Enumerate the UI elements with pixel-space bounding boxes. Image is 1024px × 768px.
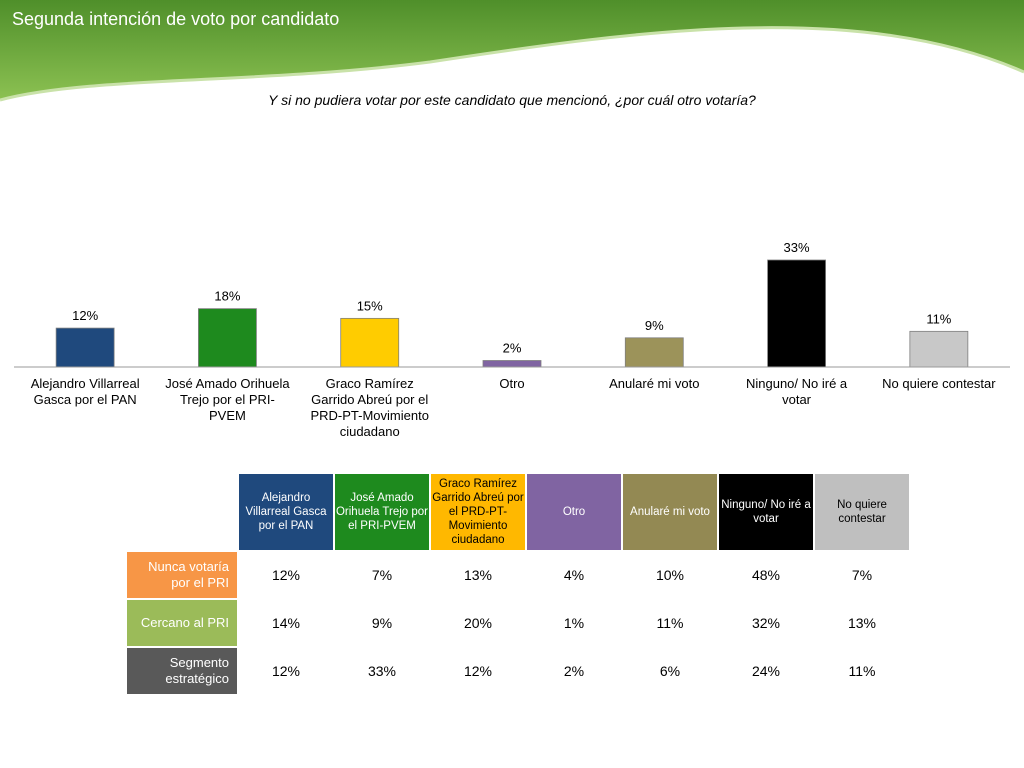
data-label: 15% bbox=[357, 298, 383, 313]
column-header: Anularé mi voto bbox=[623, 474, 717, 550]
table-cell: 2% bbox=[563, 663, 585, 679]
table-cell: 20% bbox=[463, 615, 493, 631]
data-label: 9% bbox=[645, 318, 664, 333]
segment-table: Alejandro Villarreal Gasca por el PAN Jos… bbox=[125, 472, 911, 696]
column-header: Otro bbox=[527, 474, 621, 550]
category-label: Gasca por el PAN bbox=[34, 392, 137, 407]
data-label: 18% bbox=[214, 289, 240, 304]
bar bbox=[340, 317, 400, 368]
table-header-row: Alejandro Villarreal Gasca por el PAN Jos… bbox=[127, 474, 909, 550]
table-corner bbox=[127, 474, 237, 550]
table-cell: 12% bbox=[463, 663, 493, 679]
row-label: Cercano al PRI bbox=[127, 600, 237, 646]
category-label: Ninguno/ No iré a bbox=[746, 376, 848, 391]
data-label: 33% bbox=[784, 240, 810, 255]
table-cell: 4% bbox=[563, 567, 585, 583]
table-cell: 11% bbox=[656, 615, 684, 631]
table-cell: 13% bbox=[847, 615, 877, 631]
bar bbox=[624, 337, 684, 368]
column-header: Ninguno/ No iré a votar bbox=[719, 474, 813, 550]
category-label: PVEM bbox=[209, 408, 246, 423]
category-label: Otro bbox=[499, 376, 524, 391]
table-cell: 12% bbox=[271, 567, 301, 583]
table-cell: 11% bbox=[848, 663, 876, 679]
data-label: 11% bbox=[926, 311, 951, 326]
column-header: Alejandro Villarreal Gasca por el PAN bbox=[239, 474, 333, 550]
table-cell: 24% bbox=[751, 663, 781, 679]
column-header: Graco Ramírez Garrido Abreú por el PRD-P… bbox=[431, 474, 525, 550]
bar bbox=[482, 360, 542, 368]
table-row: Segmento estratégico 12% 33% 12% 2% 6% 24% 11% bbox=[127, 648, 909, 694]
table-cell: 7% bbox=[371, 567, 393, 583]
category-label: Alejandro Villarreal bbox=[31, 376, 140, 391]
table-cell: 12% bbox=[271, 663, 301, 679]
slide-title: Segunda intención de voto por candidato bbox=[12, 9, 340, 29]
column-header: José Amado Orihuela Trejo por el PRI-PVE… bbox=[335, 474, 429, 550]
bar bbox=[55, 327, 115, 368]
row-label: Segmento estratégico bbox=[127, 648, 237, 694]
table-row: Nunca votaría por el PRI 12% 7% 13% 4% 10% 48%… bbox=[127, 552, 909, 598]
title-banner bbox=[0, 0, 1024, 102]
table-cell: 33% bbox=[367, 663, 397, 679]
category-label: PRD-PT-Movimiento bbox=[310, 408, 428, 423]
table-cell: 14% bbox=[271, 615, 301, 631]
table-cell: 6% bbox=[659, 663, 681, 679]
table-cell: 32% bbox=[751, 615, 781, 631]
table-cell: 1% bbox=[563, 615, 585, 631]
table-row: Cercano al PRI 14% 9% 20% 1% 11% 32% 13% bbox=[127, 600, 909, 646]
data-label: 12% bbox=[72, 308, 98, 323]
category-label: Garrido Abreú por el bbox=[311, 392, 428, 407]
survey-question: Y si no pudiera votar por este candidato… bbox=[268, 92, 756, 108]
column-header: No quiere contestar bbox=[815, 474, 909, 550]
table-cell: 10% bbox=[655, 567, 685, 583]
category-label: votar bbox=[782, 392, 812, 407]
bar bbox=[767, 259, 826, 368]
data-label: 2% bbox=[503, 341, 522, 356]
table-cell: 9% bbox=[371, 615, 393, 631]
category-label: No quiere contestar bbox=[882, 376, 996, 391]
table-cell: 13% bbox=[463, 567, 493, 583]
row-label: Nunca votaría por el PRI bbox=[127, 552, 237, 598]
bar bbox=[909, 330, 969, 368]
table-cell: 7% bbox=[851, 567, 873, 583]
category-label: José Amado Orihuela bbox=[165, 376, 290, 391]
table-cell: 48% bbox=[751, 567, 781, 583]
category-label: Graco Ramírez bbox=[326, 376, 414, 391]
category-label: Trejo por el PRI- bbox=[180, 392, 275, 407]
category-label: ciudadano bbox=[340, 424, 400, 439]
bar bbox=[198, 308, 257, 368]
category-label: Anularé mi voto bbox=[609, 376, 699, 391]
